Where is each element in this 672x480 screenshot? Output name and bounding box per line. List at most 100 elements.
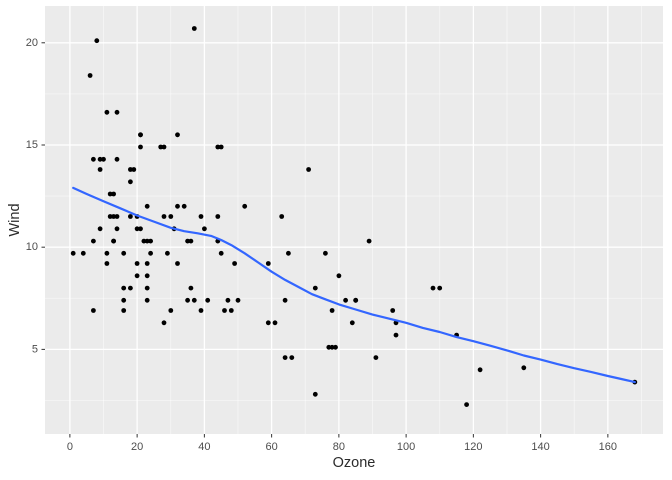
data-point [312, 391, 318, 397]
y-tick-label: 5 [32, 343, 38, 355]
data-point [70, 250, 76, 256]
data-point [168, 214, 174, 219]
data-point [181, 203, 187, 209]
data-point [131, 167, 137, 172]
data-point [215, 214, 221, 219]
data-point [87, 73, 93, 78]
data-point [138, 144, 143, 150]
data-point [94, 38, 100, 44]
x-tick-label: 60 [265, 441, 277, 453]
x-tick-label: 160 [599, 441, 617, 453]
data-point [188, 285, 194, 291]
data-point [161, 214, 167, 219]
data-point [242, 203, 248, 209]
data-point [107, 214, 113, 219]
data-point [228, 308, 234, 313]
data-point [477, 367, 483, 373]
data-point [329, 308, 335, 313]
data-point [373, 355, 379, 360]
data-point [148, 238, 154, 244]
data-point [265, 261, 271, 266]
data-point [144, 297, 150, 303]
data-point [127, 167, 133, 172]
data-point [97, 226, 103, 232]
data-point [134, 261, 140, 266]
data-point [282, 297, 288, 303]
data-point [175, 261, 180, 266]
data-point [312, 285, 318, 291]
data-point [272, 320, 278, 326]
data-point [202, 226, 207, 232]
x-tick-label: 20 [131, 441, 143, 453]
data-point [91, 308, 96, 313]
data-point [97, 156, 103, 162]
data-point [349, 320, 355, 326]
data-point [138, 132, 143, 138]
data-point [390, 308, 396, 313]
data-point [333, 344, 338, 350]
data-point [114, 226, 120, 232]
data-point [91, 238, 96, 244]
data-point [114, 156, 120, 162]
data-point [165, 250, 170, 256]
data-point [185, 297, 191, 303]
data-point [225, 297, 231, 303]
data-point [265, 320, 271, 326]
data-point [144, 273, 150, 279]
data-point [141, 238, 147, 244]
data-point [336, 273, 342, 279]
data-point [104, 250, 110, 256]
data-point [138, 226, 143, 232]
x-tick-label: 80 [333, 441, 345, 453]
data-point [104, 109, 110, 115]
data-point [232, 261, 238, 266]
data-point [175, 132, 180, 138]
data-point [198, 214, 204, 219]
data-point [343, 297, 348, 303]
data-point [111, 214, 116, 219]
data-point [127, 179, 133, 185]
data-point [279, 214, 285, 219]
data-point [91, 156, 96, 162]
x-tick-label: 40 [198, 441, 210, 453]
data-point [148, 250, 154, 256]
data-point [218, 144, 224, 150]
data-point [329, 344, 335, 350]
data-point [134, 273, 140, 279]
data-point [222, 308, 227, 313]
data-point [235, 297, 241, 303]
data-point [121, 308, 127, 313]
data-point [205, 297, 211, 303]
x-tick-label: 120 [464, 441, 482, 453]
data-point [306, 167, 311, 172]
data-point [121, 250, 127, 256]
data-point [111, 238, 116, 244]
data-point [104, 261, 110, 266]
data-point [101, 156, 106, 162]
data-point [107, 191, 113, 197]
data-point [158, 144, 164, 150]
data-point [430, 285, 436, 291]
data-point [144, 203, 150, 209]
data-point [464, 402, 469, 407]
data-point [121, 297, 127, 303]
data-point [198, 308, 204, 313]
data-point [127, 214, 133, 219]
data-point [144, 238, 150, 244]
data-point [175, 203, 180, 209]
data-point [521, 365, 527, 371]
data-point [215, 144, 221, 150]
data-point [393, 332, 399, 338]
data-point [323, 250, 328, 256]
data-point [161, 320, 167, 326]
data-point [144, 285, 150, 291]
data-point [121, 285, 127, 291]
data-point [114, 109, 120, 115]
x-tick-label: 100 [397, 441, 415, 453]
data-point [161, 144, 167, 150]
data-point [188, 238, 194, 244]
data-point [326, 344, 332, 350]
data-point [168, 308, 174, 313]
y-tick-label: 10 [26, 241, 38, 253]
